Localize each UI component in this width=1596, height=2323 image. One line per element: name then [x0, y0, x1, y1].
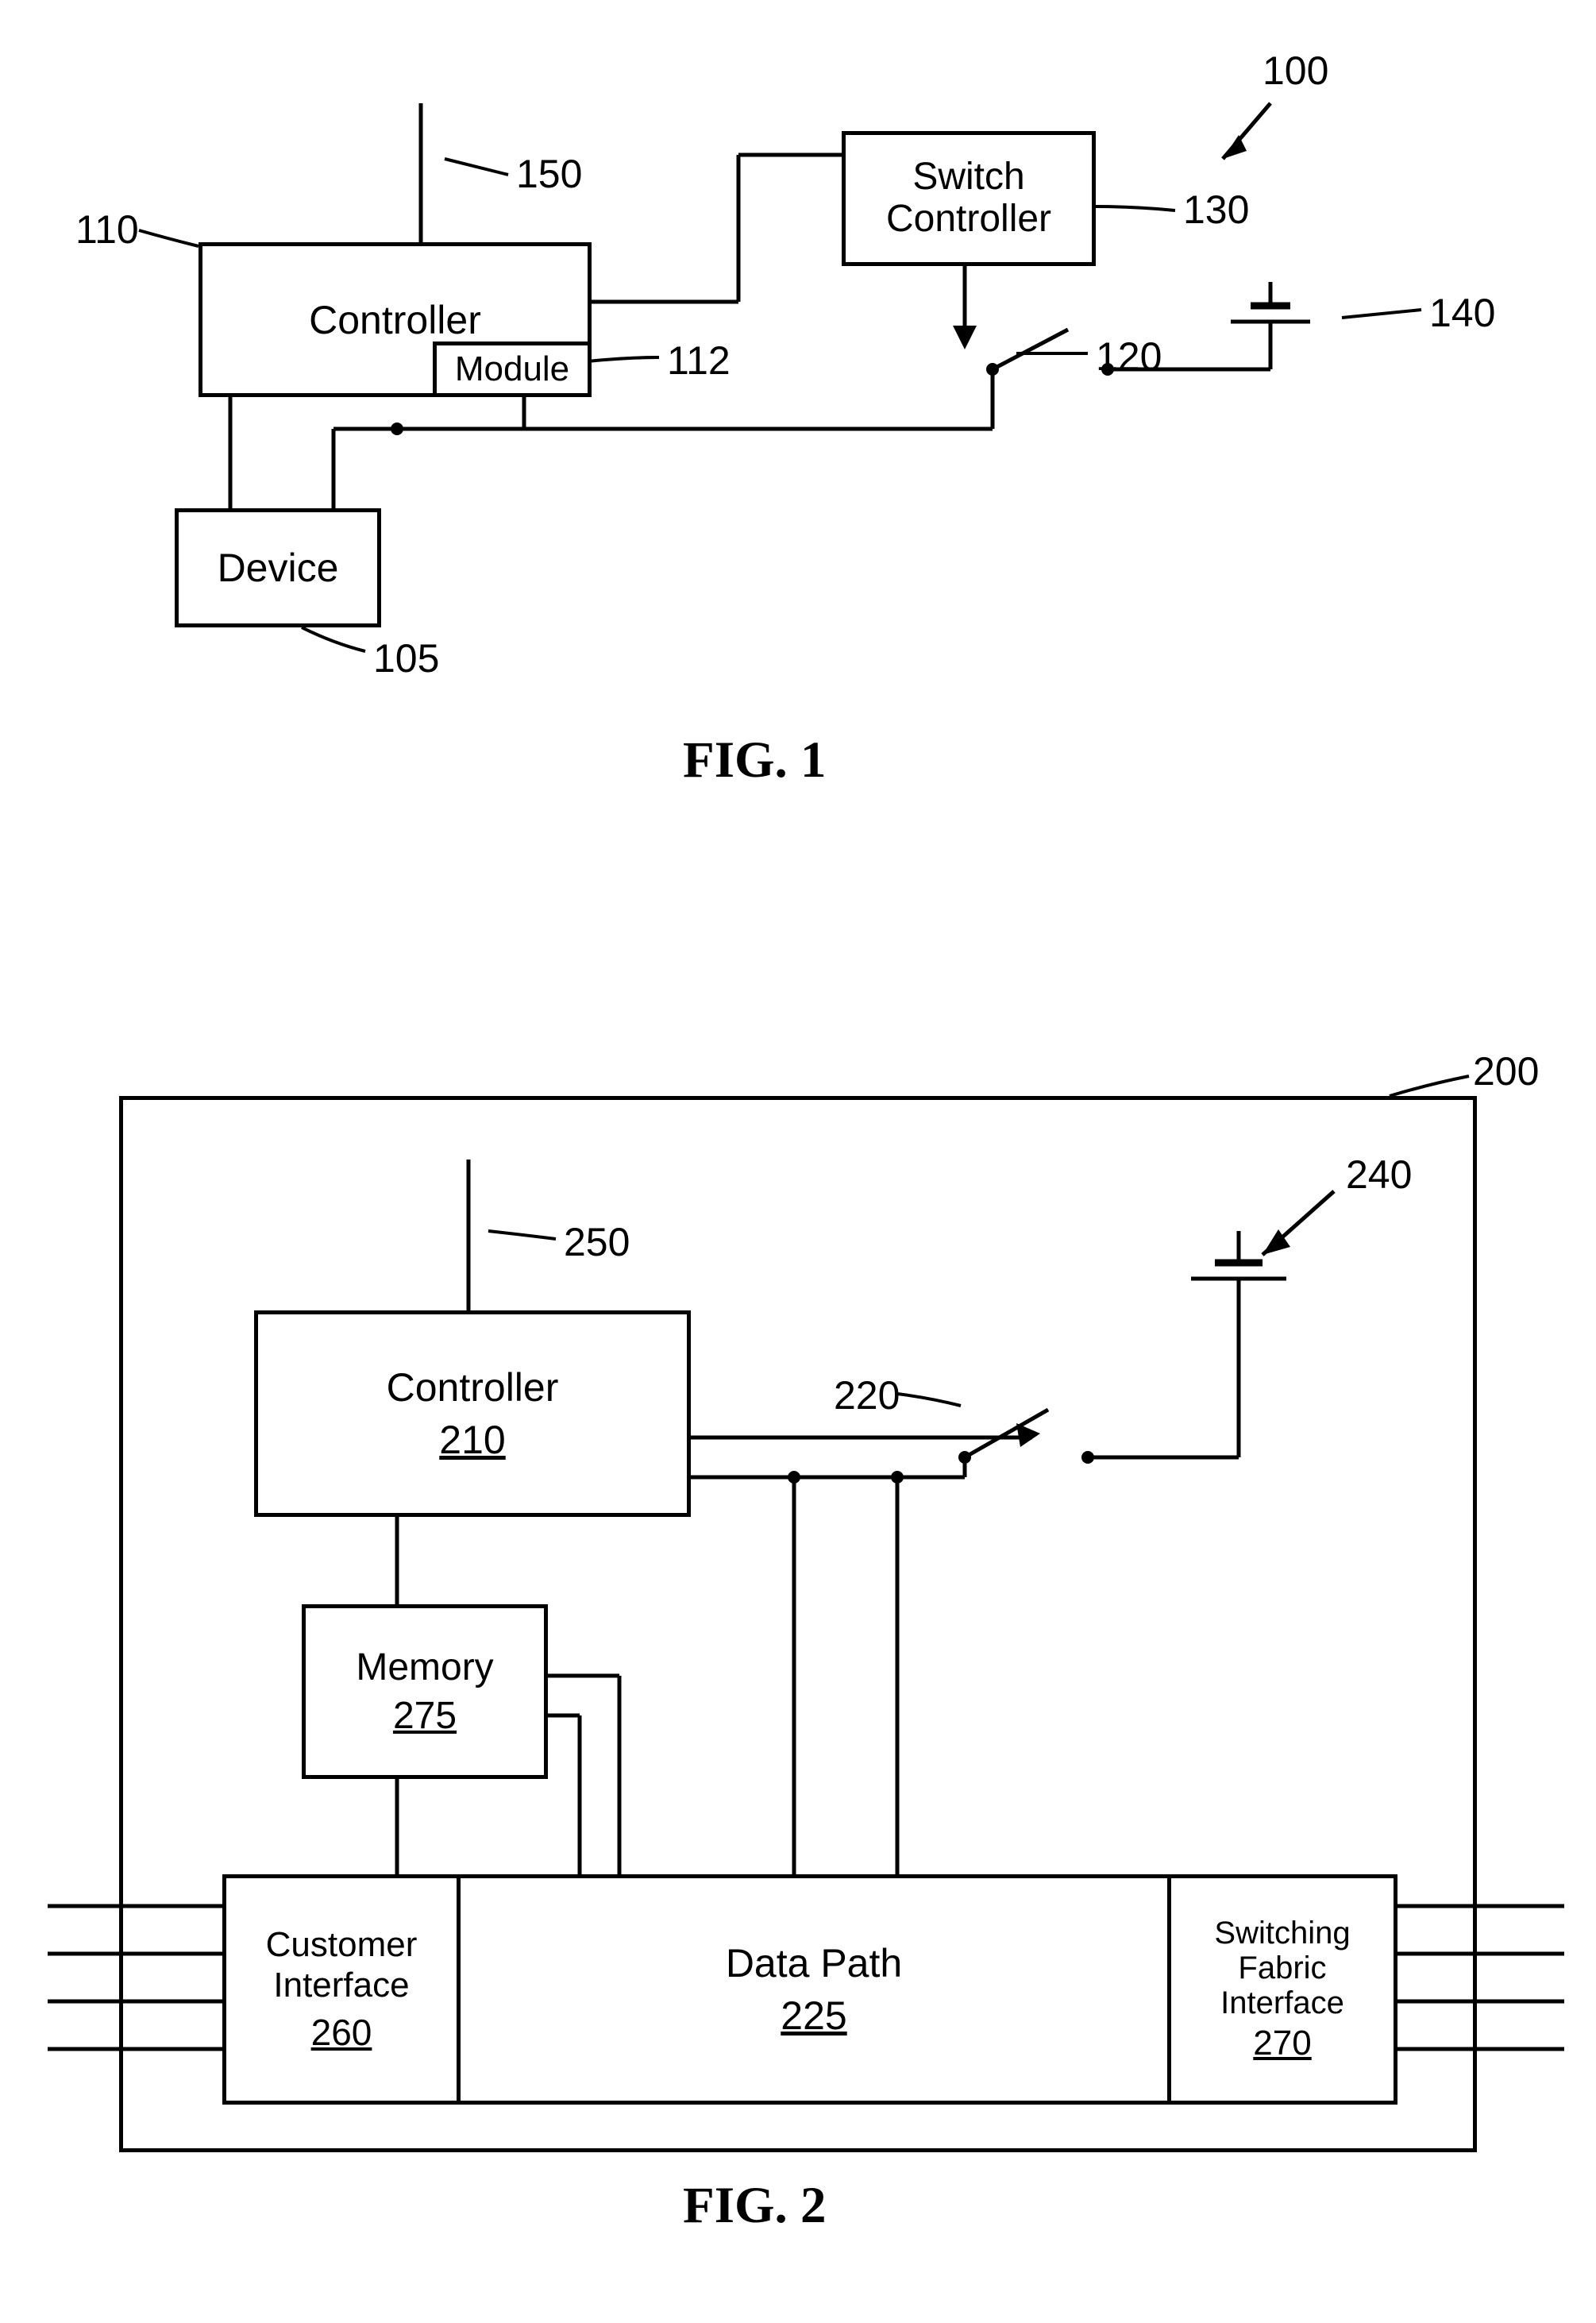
label-100: 100 [1263, 48, 1328, 94]
label-105: 105 [373, 635, 439, 681]
sf-l3: Interface [1220, 1985, 1344, 2020]
dp-label: Data Path [726, 1940, 902, 1986]
label-225: 225 [781, 1993, 846, 2039]
label-150: 150 [516, 151, 582, 197]
controller-210-label: Controller [387, 1364, 559, 1410]
label-112: 112 [667, 338, 731, 384]
fig1-svg [0, 0, 1596, 953]
switch-controller-l2: Controller [886, 199, 1051, 241]
controller-label: Controller [309, 297, 481, 343]
fig1-caption: FIG. 1 [683, 731, 827, 790]
label-110: 110 [75, 206, 139, 253]
ci-l1: Customer [266, 1925, 418, 1966]
switch-controller-block: Switch Controller [842, 131, 1096, 266]
sf-l2: Fabric [1238, 1951, 1326, 1985]
label-130: 130 [1183, 187, 1249, 233]
controller-block: Controller Module [199, 242, 592, 397]
label-210: 210 [439, 1417, 505, 1463]
device-block: Device [175, 508, 381, 627]
figure-2: Controller 210 Memory 275 Customer Inter… [0, 1017, 1596, 2323]
customer-interface-260: Customer Interface 260 [222, 1874, 461, 2105]
label-200: 200 [1473, 1048, 1539, 1094]
label-270: 270 [1253, 2024, 1311, 2063]
ci-l2: Interface [273, 1966, 409, 2006]
memory-label: Memory [356, 1646, 493, 1689]
data-path-225: Data Path 225 [457, 1874, 1171, 2105]
label-250: 250 [564, 1219, 630, 1265]
controller-210: Controller 210 [254, 1310, 691, 1517]
memory-275: Memory 275 [302, 1604, 548, 1779]
label-220: 220 [834, 1372, 900, 1418]
device-label: Device [218, 545, 339, 591]
switching-fabric-270: Switching Fabric Interface 270 [1167, 1874, 1397, 2105]
label-140: 140 [1429, 290, 1495, 336]
figure-1: 100 [0, 0, 1596, 953]
fig2-caption: FIG. 2 [683, 2176, 827, 2236]
label-260: 260 [311, 2011, 372, 2054]
sf-l1: Switching [1214, 1916, 1350, 1951]
label-275: 275 [393, 1694, 457, 1738]
switch-controller-l1: Switch [912, 156, 1024, 199]
module-block: Module [433, 342, 592, 397]
module-label: Module [455, 349, 569, 389]
label-240: 240 [1346, 1152, 1412, 1198]
label-120: 120 [1096, 334, 1162, 380]
